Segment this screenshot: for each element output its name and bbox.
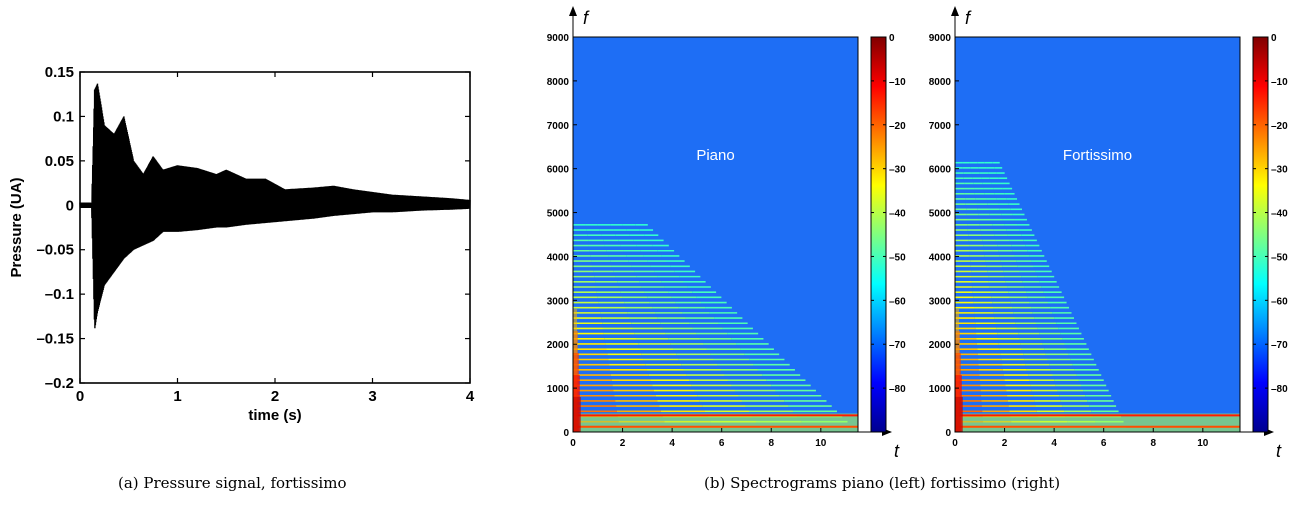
t-axis-label: t xyxy=(1276,441,1282,461)
colorbar-tick-label: –20 xyxy=(889,121,906,132)
colorbar-tick-label: –10 xyxy=(1271,77,1288,88)
x-axis-label: time (s) xyxy=(248,407,301,424)
t-tick-label: 8 xyxy=(768,438,774,449)
colorbar xyxy=(870,36,887,433)
f-tick-label: 5000 xyxy=(929,209,952,220)
x-tick-label: 1 xyxy=(173,388,181,405)
x-tick-label: 4 xyxy=(466,388,475,405)
attack-transient xyxy=(955,396,963,432)
pressure-chart: 0 1 2 3 4 –0.2 –0.15 –0.1 –0.05 0 0.05 0.1 0.15 time … xyxy=(8,64,475,424)
t-tick-label: 2 xyxy=(620,438,626,449)
f-tick-label: 6000 xyxy=(929,165,952,176)
x-tick-label: 3 xyxy=(368,388,376,405)
y-axis-label: Pressure (UA) xyxy=(8,177,25,277)
t-tick-label: 2 xyxy=(1002,438,1008,449)
y-tick-label: –0.2 xyxy=(45,375,74,392)
y-tick-label: 0.1 xyxy=(53,108,74,125)
colorbar-tick-label: –80 xyxy=(1271,384,1288,395)
y-tick-label: 0.05 xyxy=(45,153,74,170)
attack-transient xyxy=(573,396,581,432)
spectrogram-fortissimo: f t 0 1000 2000 3000 4000 5000 6000 7000 8000 9000 0… xyxy=(929,6,1288,461)
t-tick-label: 4 xyxy=(669,438,675,449)
colorbar-tick-label: –60 xyxy=(1271,296,1288,307)
f-tick-label: 7000 xyxy=(929,121,952,132)
f-axis-arrowhead xyxy=(569,6,577,16)
colorbar-tick-label: 0 xyxy=(1271,33,1277,44)
t-axis-label: t xyxy=(894,441,900,461)
y-tick-label: –0.05 xyxy=(36,242,74,259)
colorbar-tick-label: –70 xyxy=(1271,340,1288,351)
x-tick-label: 0 xyxy=(76,388,84,405)
colorbar-tick-label: –50 xyxy=(889,252,906,263)
t-tick-label: 0 xyxy=(952,438,958,449)
t-tick-label: 0 xyxy=(570,438,576,449)
f-tick-label: 5000 xyxy=(547,209,570,220)
f-tick-label: 3000 xyxy=(929,296,952,307)
t-tick-label: 6 xyxy=(719,438,725,449)
f-tick-label: 8000 xyxy=(929,77,952,88)
colorbar-tick-label: –70 xyxy=(889,340,906,351)
f-tick-label: 0 xyxy=(945,428,951,439)
t-tick-label: 10 xyxy=(1197,438,1209,449)
f-axis-label: f xyxy=(965,8,972,28)
f-tick-label: 8000 xyxy=(547,77,570,88)
t-tick-label: 4 xyxy=(1051,438,1057,449)
f-tick-label: 4000 xyxy=(929,252,952,263)
f-tick-label: 7000 xyxy=(547,121,570,132)
f-tick-label: 6000 xyxy=(547,165,570,176)
colorbar-tick-label: –20 xyxy=(1271,121,1288,132)
colorbar-tick-label: –60 xyxy=(889,296,906,307)
f-tick-label: 3000 xyxy=(547,296,570,307)
spectrogram-title: Fortissimo xyxy=(1063,147,1132,164)
colorbar-tick-label: –10 xyxy=(889,77,906,88)
f-tick-label: 2000 xyxy=(547,340,570,351)
y-tick-label: 0.15 xyxy=(45,64,74,81)
pressure-waveform-line xyxy=(79,83,471,329)
spectrogram-title: Piano xyxy=(696,147,734,164)
caption-a: (a) Pressure signal, fortissimo xyxy=(118,474,347,492)
f-tick-label: 0 xyxy=(563,428,569,439)
figure: 0 1 2 3 4 –0.2 –0.15 –0.1 –0.05 0 0.05 0.1 0.15 time … xyxy=(8,6,1288,461)
x-tick-label: 2 xyxy=(271,388,279,405)
f-tick-label: 4000 xyxy=(547,252,570,263)
t-tick-label: 6 xyxy=(1101,438,1107,449)
f-axis-arrowhead xyxy=(951,6,959,16)
f-tick-label: 9000 xyxy=(929,33,952,44)
colorbar-tick-label: –40 xyxy=(889,209,906,220)
low-frequency-band xyxy=(955,413,1240,432)
colorbar xyxy=(1252,36,1269,433)
spectrogram-piano: f t 0 1000 2000 3000 4000 5000 6000 7000 8000 9000 0… xyxy=(547,6,906,461)
colorbar-tick-label: –50 xyxy=(1271,252,1288,263)
colorbar-tick-label: 0 xyxy=(889,33,895,44)
f-tick-label: 2000 xyxy=(929,340,952,351)
t-tick-label: 8 xyxy=(1150,438,1156,449)
f-axis-label: f xyxy=(583,8,590,28)
y-tick-label: –0.15 xyxy=(36,331,74,348)
y-tick-label: –0.1 xyxy=(45,286,74,303)
colorbar-tick-label: –30 xyxy=(1271,165,1288,176)
f-tick-label: 9000 xyxy=(547,33,570,44)
f-tick-label: 1000 xyxy=(929,384,952,395)
low-frequency-band xyxy=(573,413,858,432)
caption-b: (b) Spectrograms piano (left) fortissimo… xyxy=(704,474,1061,492)
y-tick-label: 0 xyxy=(66,197,74,214)
f-tick-label: 1000 xyxy=(547,384,570,395)
t-tick-label: 10 xyxy=(815,438,827,449)
colorbar-tick-label: –80 xyxy=(889,384,906,395)
colorbar-tick-label: –40 xyxy=(1271,209,1288,220)
colorbar-tick-label: –30 xyxy=(889,165,906,176)
